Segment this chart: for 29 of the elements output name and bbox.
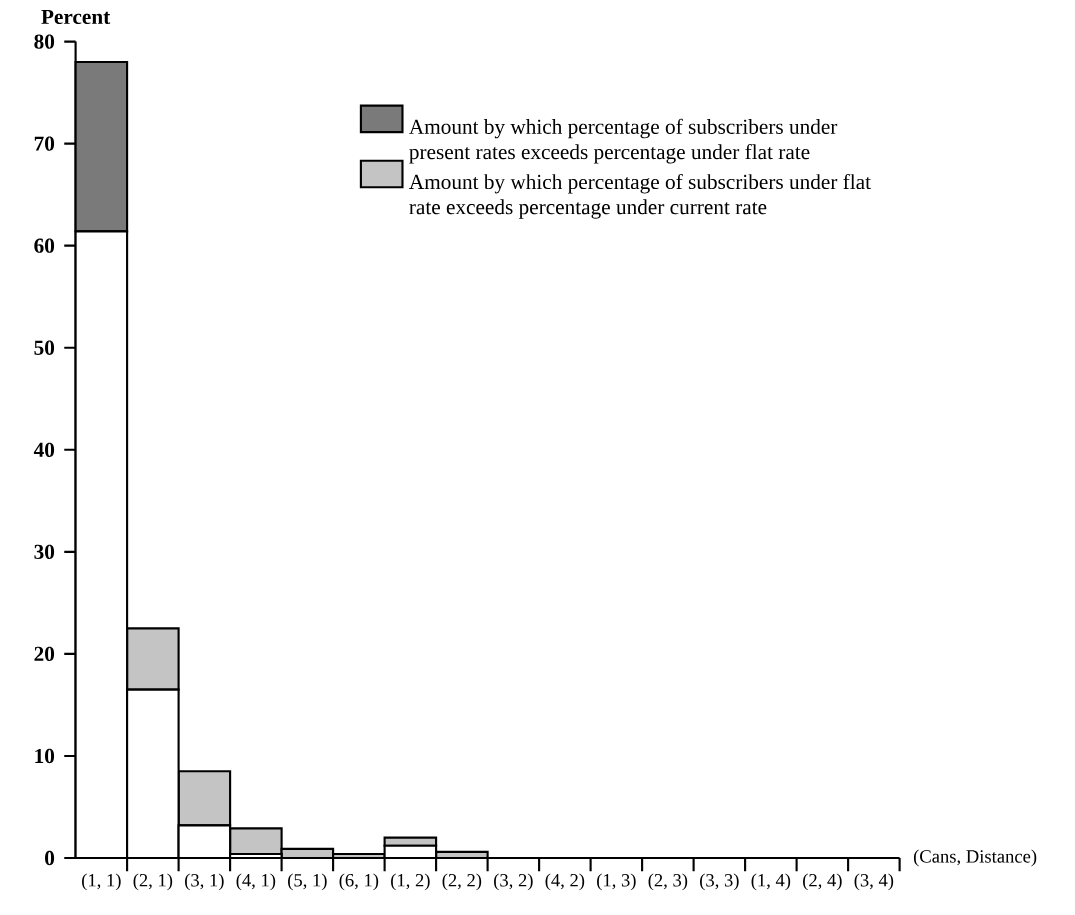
y-tick-label: 80 (34, 34, 55, 49)
x-tick-label: (3, 4) (854, 873, 894, 891)
x-tick-label: (2, 4) (803, 873, 842, 891)
x-tick-label: (4, 2) (545, 873, 585, 891)
y-tick-label: 20 (34, 646, 55, 662)
x-tick-label: (1, 2) (391, 873, 430, 891)
x-tick-label: (1, 1) (82, 873, 121, 891)
y-tick-label: 40 (33, 442, 55, 458)
y-tick-label: 50 (34, 340, 55, 356)
x-tick-label: (4, 1) (236, 873, 276, 891)
legend-label: Amount by which percentage of subscribers under present rates exceeds percentage under flat rate (409, 118, 838, 164)
y-axis-title: Percent (41, 10, 111, 25)
y-tick-label: 30 (34, 544, 55, 560)
y-tick-label: 0 (45, 851, 55, 866)
x-tick-label: (3, 3) (700, 873, 739, 891)
x-tick-label: (6, 1) (339, 873, 379, 891)
legend-label: Amount by which percentage of subscribers under flat rate exceeds percentage under current rate (409, 174, 871, 219)
x-axis-title: (Cans, Distance) (913, 849, 1037, 867)
x-tick-label: (3, 2) (494, 873, 533, 891)
y-tick-label: 10 (35, 748, 55, 764)
x-tick-label: (1, 4) (751, 873, 791, 891)
x-tick-label: (3, 1) (185, 873, 224, 891)
y-tick-label: 60 (34, 238, 55, 253)
x-tick-label: (2, 1) (133, 873, 173, 891)
x-tick-label: (2, 3) (648, 873, 688, 891)
x-tick-label: (2, 2) (442, 873, 482, 891)
x-tick-label: (1, 3) (597, 873, 636, 891)
y-tick-label: 70 (34, 136, 55, 151)
x-tick-label: (5, 1) (288, 873, 327, 891)
